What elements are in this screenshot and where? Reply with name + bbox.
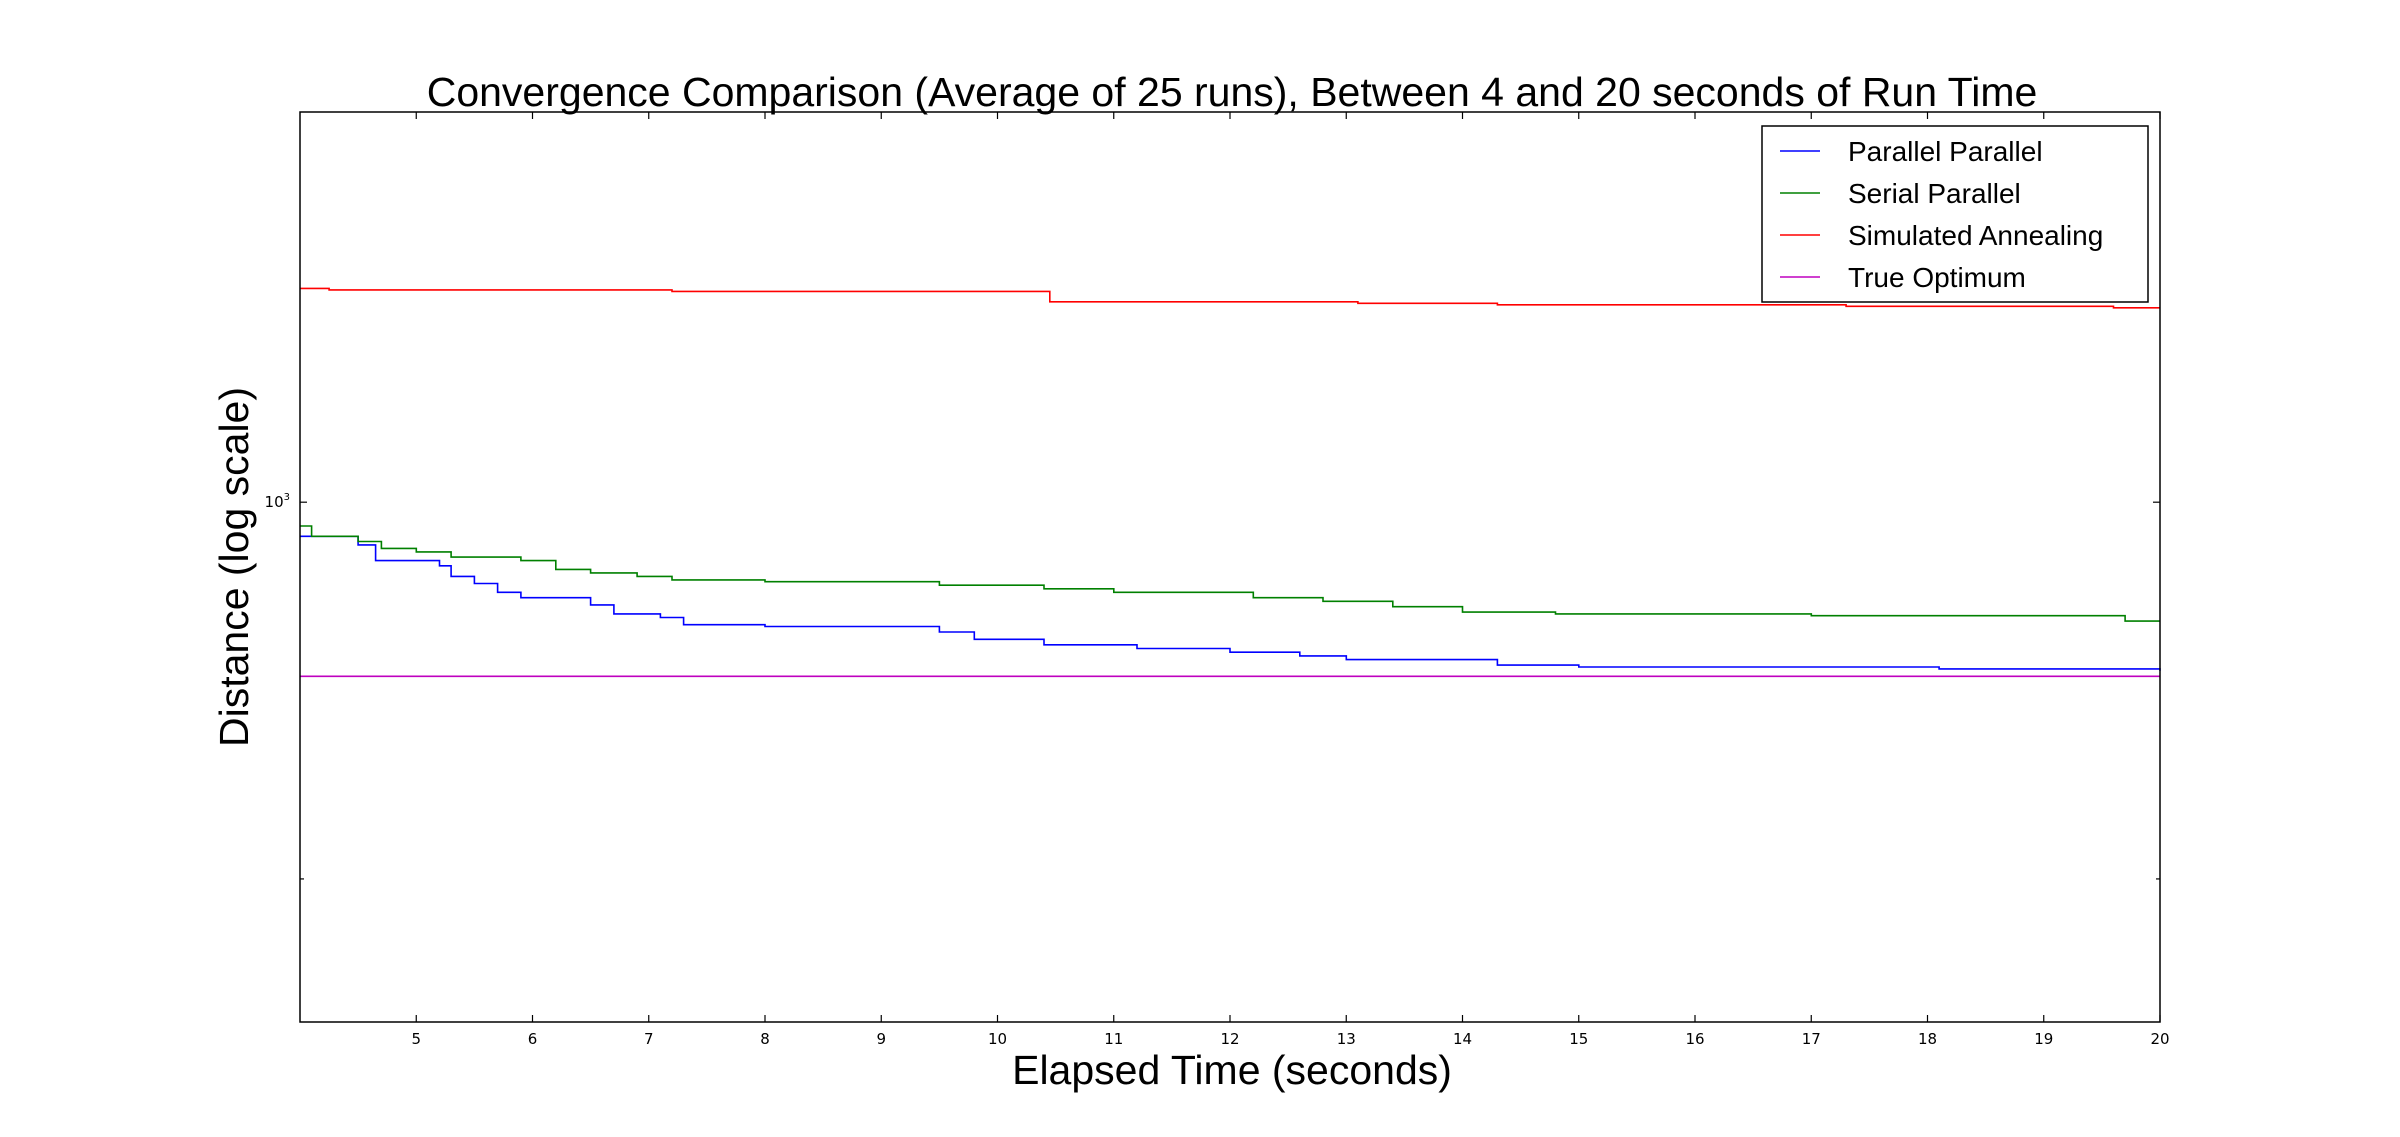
x-tick-label-11: 11 (1104, 1030, 1123, 1048)
y-tick-exponent: 3 (284, 492, 290, 503)
x-tick-label-8: 8 (760, 1030, 770, 1048)
legend-label-simulated-annealing: Simulated Annealing (1848, 220, 2103, 251)
x-tick-label-14: 14 (1453, 1030, 1472, 1048)
x-tick-label-19: 19 (2034, 1030, 2053, 1048)
y-axis-ticks (300, 501, 2160, 880)
legend-box (1761, 125, 2149, 303)
x-tick-label-20: 20 (2150, 1030, 2169, 1048)
x-tick-label-18: 18 (1918, 1030, 1937, 1048)
x-tick-label-17: 17 (1802, 1030, 1821, 1048)
x-tick-label-10: 10 (988, 1030, 1007, 1048)
y-tick-label-1000: 103 (265, 492, 290, 511)
x-tick-label-16: 16 (1685, 1030, 1704, 1048)
x-tick-label-5: 5 (411, 1030, 421, 1048)
legend-label-serial-parallel: Serial Parallel (1848, 178, 2021, 209)
y-axis-label: Distance (log scale) (211, 387, 257, 747)
series-line-serial-parallel (300, 525, 2160, 622)
series-line-parallel-parallel (300, 535, 2161, 671)
x-axis-label: Elapsed Time (seconds) (1012, 1047, 1452, 1093)
x-tick-label-13: 13 (1337, 1030, 1356, 1048)
y-tick-base: 10 (265, 493, 284, 511)
series-line-simulated-annealing (300, 287, 2160, 309)
series-layer (300, 287, 2161, 678)
chart-title: Convergence Comparison (Average of 25 ru… (427, 69, 2038, 115)
x-axis-ticks: 5 6 7 8 9 10 11 12 13 14 15 16 17 18 19 20 (411, 112, 2170, 1048)
x-tick-label-6: 6 (528, 1030, 538, 1048)
legend-label-parallel-parallel: Parallel Parallel (1848, 136, 2043, 167)
legend: Parallel Parallel Serial Parallel Simulate… (1761, 125, 2149, 303)
legend-label-true-optimum: True Optimum (1848, 262, 2026, 293)
x-tick-label-7: 7 (644, 1030, 654, 1048)
x-tick-label-15: 15 (1569, 1030, 1588, 1048)
x-tick-label-9: 9 (876, 1030, 886, 1048)
x-tick-label-12: 12 (1220, 1030, 1239, 1048)
